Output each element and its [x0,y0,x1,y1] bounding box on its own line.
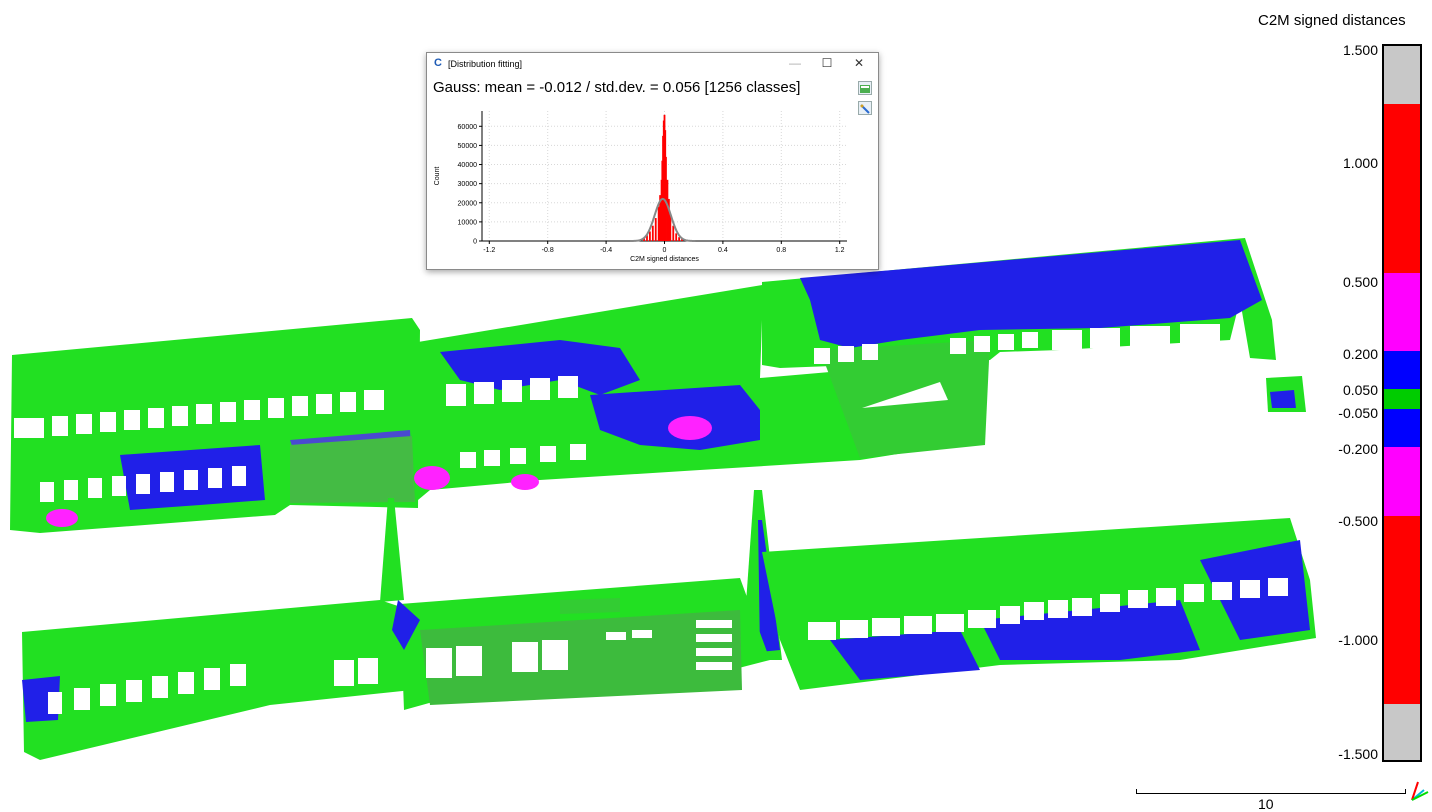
histogram-bar [672,225,675,241]
maximize-button[interactable]: ☐ [821,56,833,70]
histogram-bar [667,198,670,241]
x-tick-label: 0.8 [776,247,786,254]
y-tick-label: 60000 [458,124,478,131]
dialog-title: [Distribution fitting] [448,59,523,69]
scale-bar-label: 10 [1258,796,1274,812]
y-tick-label: 0 [473,239,477,246]
cloudcompare-logo-icon: C [434,57,442,69]
y-tick-label: 50000 [458,143,478,150]
y-axis-label: Count [434,167,441,186]
scalar-label-neg-1-000: -1.000 [1338,632,1378,648]
x-tick-label: 0 [663,247,667,254]
y-tick-label: 20000 [458,200,478,207]
x-tick-label: 0.4 [718,247,728,254]
scalar-label-1-000: 1.000 [1342,155,1378,171]
x-tick-label: 1.2 [835,247,845,254]
csv-export-icon[interactable] [858,81,872,95]
gauss-fit-heading: Gauss: mean = -0.012 / std.dev. = 0.056 … [433,79,801,96]
histogram-bar [659,195,662,241]
histogram-bar [666,179,669,241]
dialog-titlebar[interactable]: C [Distribution fitting] — ☐ ✕ [427,53,878,75]
histogram-bar [646,235,648,241]
histogram-bar [678,237,680,241]
histogram-bar [643,238,645,241]
scalar-label-1-500: 1.500 [1342,42,1378,58]
histogram-bar [669,214,672,241]
left-spire [380,498,404,602]
histogram-bar [681,239,683,241]
axis-triad-icon [1411,781,1429,801]
scale-bar [1136,793,1406,794]
scale-bar-tick-right [1405,789,1406,794]
gauss-fit-curve [630,197,696,242]
histogram-bar [651,225,654,241]
lower-windows [48,578,1288,714]
histogram-bar [675,233,678,241]
scalar-label-0-050: 0.050 [1342,382,1378,398]
x-axis-label: C2M signed distances [630,256,699,263]
scalar-bar [1382,44,1422,762]
scalar-label-neg-0-050: -0.050 [1338,405,1378,421]
x-tick-label: -1.2 [483,247,495,254]
y-tick-label: 30000 [458,181,478,188]
y-tick-label: 10000 [458,219,478,226]
x-tick-label: -0.4 [600,247,612,254]
histogram-bar [657,206,660,241]
scalar-label-0-500: 0.500 [1342,274,1378,290]
y-tick-label: 40000 [458,162,478,169]
close-button[interactable]: ✕ [853,56,865,70]
histogram-chart: -1.2 -0.8 -0.4 0 0.4 0.8 1.2 0 10000 20000 30000 40… [434,111,847,263]
scalar-label-neg-0-500: -0.500 [1338,513,1378,529]
pick-tool-icon[interactable] [858,101,872,115]
minimize-button[interactable]: — [789,56,801,70]
distribution-fitting-dialog[interactable]: C [Distribution fitting] — ☐ ✕ Gauss: me… [426,52,879,270]
scalar-bar-title: C2M signed distances [1258,12,1406,29]
scalar-label-neg-1-500: -1.500 [1338,746,1378,762]
upper-windows [14,324,1220,502]
scalar-label-neg-0-200: -0.200 [1338,441,1378,457]
histogram-bar [649,231,651,241]
x-tick-label: -0.8 [542,247,554,254]
histogram-bar [665,156,667,241]
scalar-label-0-200: 0.200 [1342,346,1378,362]
scale-bar-tick-left [1136,789,1137,794]
histogram-bar [654,218,657,241]
